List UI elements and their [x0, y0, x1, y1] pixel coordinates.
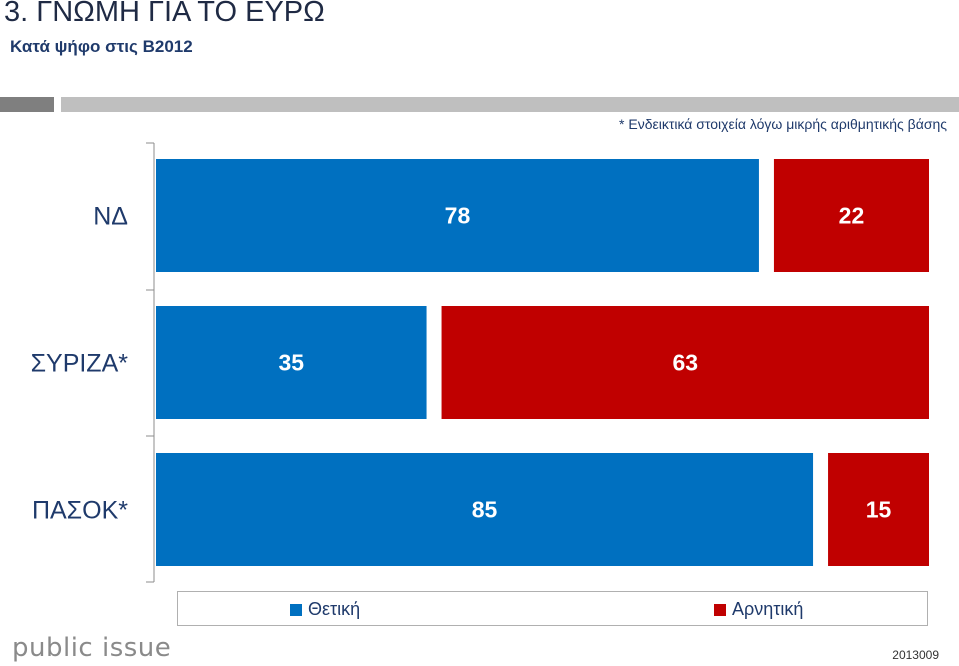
footnote-note: * Ενδεικτικά στοιχεία λόγω μικρής αριθμη…	[619, 116, 947, 132]
legend-item-negative: Αρνητική	[714, 599, 803, 620]
data-label-positive-pasok: 85	[472, 497, 498, 523]
legend-swatch-negative	[714, 603, 726, 616]
bar-positive-syriza	[156, 306, 427, 419]
category-label-syriza: ΣΥΡΙΖΑ*	[31, 350, 129, 378]
legend: Θετική Αρνητική	[177, 591, 928, 626]
bar-negative-nd	[773, 159, 929, 272]
data-label-negative-syriza: 63	[672, 350, 698, 376]
data-label-negative-pasok: 15	[866, 497, 892, 523]
chart-subtitle: Κατά ψήφο στις Β2012	[10, 37, 193, 56]
category-label-nd: ΝΔ	[93, 203, 128, 231]
data-label-positive-syriza: 35	[278, 350, 304, 376]
category-label-pasok: ΠΑΣΟΚ*	[32, 497, 128, 525]
header-band-light	[61, 97, 959, 112]
chart-title: 3. ΓΝΩΜΗ ΓΙΑ ΤΟ ΕΥΡΩ	[4, 0, 325, 28]
bar-positive-pasok	[156, 453, 814, 566]
data-label-positive-nd: 78	[445, 203, 471, 229]
bar-positive-nd	[156, 159, 759, 272]
bar-negative-syriza	[441, 306, 929, 419]
public-issue-logo: public issue	[12, 633, 172, 663]
legend-label-positive: Θετική	[308, 599, 361, 619]
legend-swatch-positive	[290, 603, 302, 616]
legend-label-negative: Αρνητική	[732, 599, 804, 619]
bar-negative-pasok	[828, 453, 929, 566]
header-band-dark	[0, 97, 54, 112]
legend-item-positive: Θετική	[290, 599, 360, 620]
data-label-negative-nd: 22	[839, 203, 865, 229]
report-code: 2013009	[892, 648, 939, 662]
